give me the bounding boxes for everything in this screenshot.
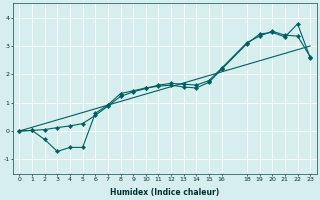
X-axis label: Humidex (Indice chaleur): Humidex (Indice chaleur) — [110, 188, 220, 197]
